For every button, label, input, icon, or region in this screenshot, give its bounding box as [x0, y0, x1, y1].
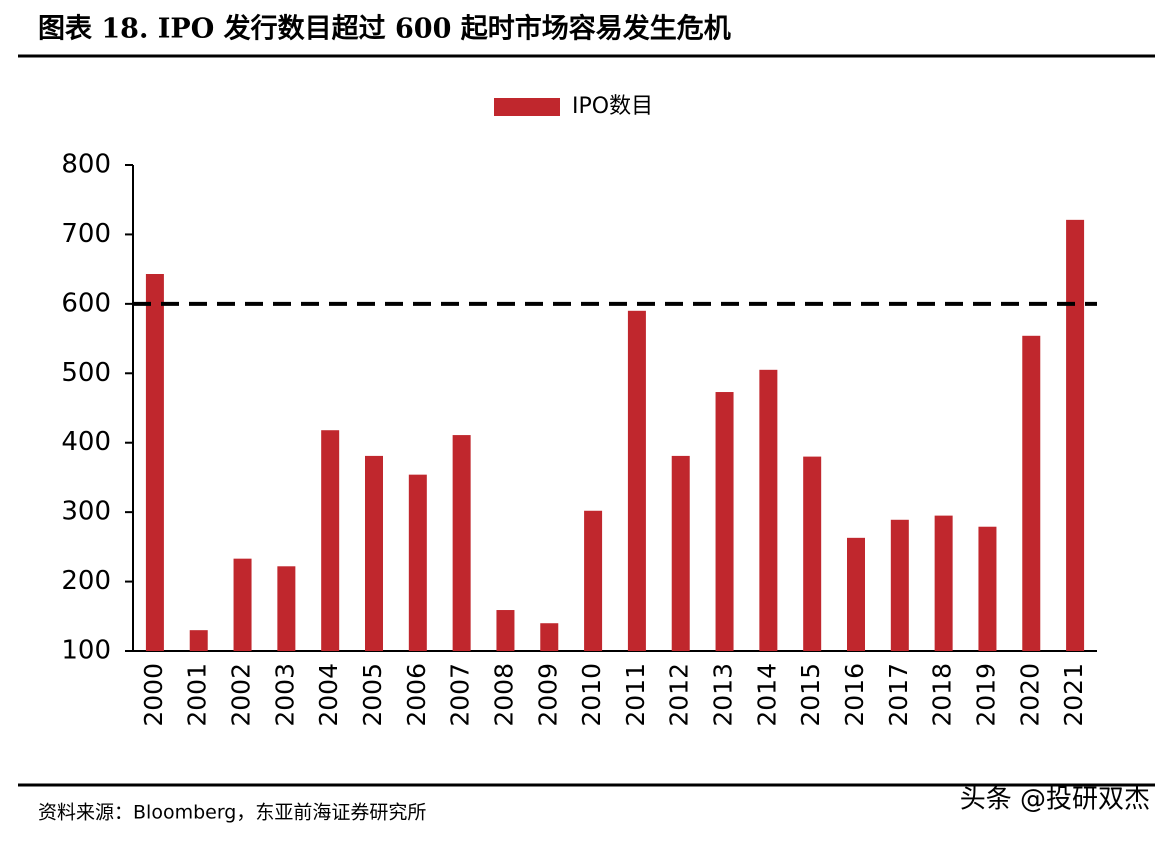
bar	[452, 435, 471, 651]
x-tick-label: 2015	[796, 663, 825, 727]
bar	[496, 610, 515, 651]
x-tick-label: 2000	[139, 663, 168, 727]
y-tick-label: 400	[61, 427, 111, 457]
x-tick-label: 2005	[358, 663, 387, 727]
bar	[978, 526, 997, 651]
source-note: 资料来源：Bloomberg，东亚前海证券研究所	[38, 802, 426, 824]
legend-swatch	[494, 98, 560, 116]
y-tick-label: 300	[61, 497, 111, 527]
x-tick-label: 2009	[533, 663, 562, 727]
bar	[584, 510, 603, 651]
bar	[408, 474, 427, 651]
x-tick-label: 2003	[270, 663, 299, 727]
x-tick-label: 2014	[752, 663, 781, 727]
y-tick-label: 800	[61, 150, 111, 180]
bar	[540, 623, 559, 651]
x-tick-label: 2018	[928, 663, 957, 727]
bar	[671, 455, 690, 651]
x-tick-label: 2008	[489, 663, 518, 727]
x-tick-label: 2010	[577, 663, 606, 727]
bar	[365, 455, 383, 651]
bar	[759, 369, 778, 651]
bar	[145, 274, 164, 651]
bar	[1022, 335, 1041, 651]
y-tick-label: 100	[61, 636, 111, 666]
bar	[189, 630, 208, 651]
x-tick-label: 2019	[971, 663, 1000, 727]
y-tick-label: 200	[61, 566, 111, 596]
x-tick-label: 2017	[884, 663, 913, 727]
y-tick-label: 600	[61, 288, 111, 318]
bar	[627, 310, 646, 651]
x-tick-label: 2001	[183, 663, 212, 727]
x-tick-label: 2012	[665, 663, 694, 727]
y-tick-label: 500	[61, 358, 111, 388]
x-tick-label: 2004	[314, 663, 343, 727]
bar	[934, 515, 953, 651]
watermark: 头条 @投研双杰	[960, 785, 1150, 815]
bar	[715, 392, 734, 651]
x-tick-label: 2002	[227, 663, 256, 727]
bar	[890, 519, 909, 651]
chart-title: 图表 18. IPO 发行数目超过 600 起时市场容易发生危机	[38, 13, 731, 45]
x-tick-label: 2020	[1015, 663, 1044, 727]
bar	[803, 456, 822, 651]
bar	[847, 537, 865, 651]
y-tick-label: 700	[61, 219, 111, 249]
x-tick-label: 2021	[1059, 663, 1088, 727]
bar	[277, 566, 296, 651]
x-tick-label: 2011	[621, 663, 650, 727]
x-tick-label: 2006	[402, 663, 431, 727]
bar	[233, 558, 252, 651]
x-tick-label: 2016	[840, 663, 869, 727]
legend-label: IPO数目	[572, 94, 653, 119]
bar	[321, 430, 340, 651]
x-tick-label: 2013	[709, 663, 738, 727]
x-tick-label: 2007	[446, 663, 475, 727]
bar	[1066, 219, 1085, 651]
